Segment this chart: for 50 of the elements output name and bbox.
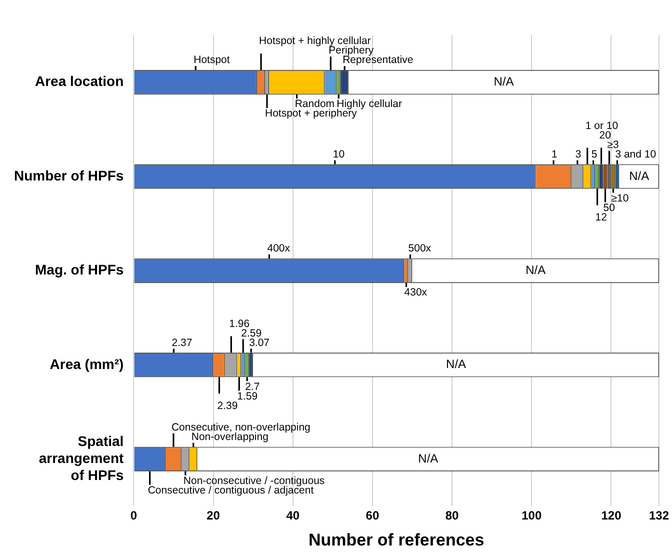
annotation: 400x [267,242,291,255]
text: N/A [629,168,650,183]
annotation: ≥3 [607,138,620,151]
text: N/A [526,263,546,278]
x-tick-label: 60 [366,508,380,523]
annotation: 1 or 10 [585,120,618,132]
annotation: 3 [575,148,582,160]
annotation: 10 [332,148,345,160]
x-tick-label: 100 [522,508,542,523]
annotation: Hotspot + periphery [264,108,358,120]
annotation: 1 [552,148,558,160]
text: N/A [418,451,438,466]
x-tick-label: 40 [286,508,300,523]
annotation: 430x [404,286,428,299]
annotation: 20 [599,129,612,142]
annotation: Hotspot [194,54,230,66]
x-tick-label: 120 [601,508,622,523]
annotation: 2.37 [172,336,192,349]
annotation: 12 [595,211,608,224]
annotation: 50 [603,202,616,214]
annotation: Consecutive, non-overlapping [171,421,311,434]
annotation: 3.07 [249,336,270,349]
annotation: 1.59 [237,390,258,402]
text: N/A [494,74,514,89]
annotation: Random [294,98,335,110]
x-tick-label: 80 [445,508,460,523]
x-tick-label: 20 [206,508,220,523]
annotation: ≥10 [611,192,629,204]
annotation: Non-consecutive / -contiguous [183,474,325,487]
annotation: 1.96 [229,318,250,330]
y-tick-label: Area location [34,73,124,90]
y-tick-label: Spatial arrangement of HPFs [38,433,124,483]
annotation: 500x [408,242,432,255]
y-tick-label: Area (mm²) [50,356,124,372]
annotation: 2.59 [241,327,262,340]
annotation: Non-overlapping [191,430,269,443]
annotation: 2.7 [245,380,260,393]
annotation: 2.39 [217,400,238,412]
annotation: Consecutive / contiguous / adjacent [148,484,314,496]
series-label: N/A [446,357,466,372]
x-axis-title: Number of references [308,530,484,550]
y-tick-label: Mag. of HPFs [35,262,124,278]
annotation: Highly cellular [336,98,402,110]
annotation: 5 [591,148,598,160]
annotation: Representative [342,54,414,66]
y-tick-label: Number of HPFs [14,167,124,184]
x-tick-label: 132 [648,508,670,523]
annotation: Periphery [328,44,374,57]
annotation: 3 and 10 [615,148,656,160]
x-tick-label: 0 [130,508,138,523]
